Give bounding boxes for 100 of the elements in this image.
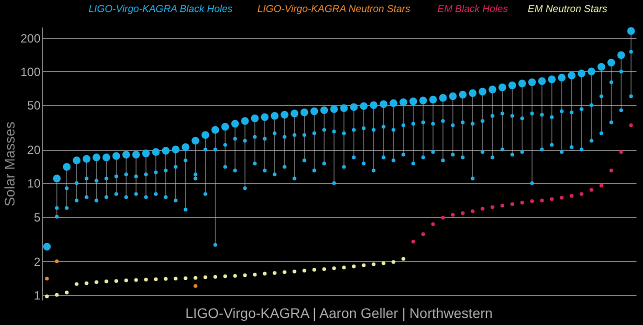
point: [164, 168, 168, 172]
point: [590, 138, 594, 143]
point: [292, 176, 296, 180]
point: [362, 162, 366, 166]
point: [599, 184, 604, 188]
point: [233, 168, 237, 172]
point: [530, 112, 534, 116]
point: [590, 103, 594, 107]
point: [458, 90, 467, 99]
point: [480, 206, 484, 211]
point: [498, 84, 506, 92]
point: [409, 97, 418, 106]
point: [470, 209, 475, 214]
point: [280, 110, 288, 119]
point: [300, 108, 308, 116]
point: [94, 280, 98, 284]
point: [260, 113, 269, 122]
point: [558, 74, 566, 82]
y-tick-label: 200: [20, 31, 41, 46]
point: [172, 146, 180, 154]
point: [332, 266, 336, 270]
point: [43, 242, 51, 251]
point: [134, 278, 138, 282]
point: [223, 143, 228, 147]
point: [310, 107, 318, 116]
point: [82, 155, 90, 163]
point: [520, 200, 524, 204]
point: [122, 150, 130, 159]
point: [64, 290, 69, 294]
point: [213, 243, 218, 247]
point: [540, 112, 544, 117]
point: [352, 264, 356, 268]
point: [617, 51, 626, 59]
point: [45, 294, 49, 298]
text: LIGO-Virgo-KAGRA Black Holes: [88, 4, 233, 15]
point: [392, 260, 396, 264]
point: [490, 114, 494, 118]
y-tick-label: 50: [27, 98, 41, 113]
point: [322, 128, 326, 132]
y-axis-title: Solar Masses: [1, 122, 18, 206]
point: [510, 202, 514, 206]
text: EM Black Holes: [437, 4, 508, 15]
y-tick-label: 100: [20, 64, 41, 79]
point: [201, 131, 210, 139]
point: [332, 130, 336, 134]
point: [72, 156, 81, 164]
point: [102, 154, 110, 162]
point: [203, 148, 208, 152]
point: [64, 206, 69, 210]
point: [550, 143, 554, 147]
point: [382, 261, 386, 266]
point: [619, 150, 624, 154]
point: [302, 158, 306, 162]
point: [429, 96, 437, 104]
point: [134, 174, 138, 178]
point: [302, 133, 306, 137]
point: [570, 110, 574, 114]
point: [252, 162, 257, 166]
point: [134, 192, 138, 196]
point: [342, 164, 346, 169]
point: [609, 80, 614, 84]
point: [144, 278, 148, 282]
point: [488, 86, 496, 94]
point: [392, 128, 396, 132]
point: [619, 108, 624, 112]
point: [480, 150, 484, 154]
point: [580, 107, 584, 111]
point: [52, 174, 61, 182]
point: [114, 279, 118, 283]
point: [590, 188, 594, 192]
point: [362, 126, 366, 130]
point: [468, 89, 477, 97]
point: [124, 172, 128, 176]
point: [538, 77, 546, 85]
text: LIGO-Virgo-KAGRA Neutron Stars: [257, 4, 410, 15]
point: [390, 99, 398, 108]
point: [182, 143, 190, 152]
point: [124, 278, 128, 282]
point: [597, 62, 606, 71]
point: [74, 198, 79, 202]
point: [213, 274, 218, 279]
point: [114, 192, 118, 196]
point: [54, 259, 59, 264]
point: [292, 133, 296, 137]
point: [330, 105, 338, 113]
point: [243, 186, 247, 190]
point: [570, 145, 574, 150]
point: [104, 176, 108, 180]
point: [223, 274, 228, 278]
point: [250, 114, 259, 122]
point: [322, 267, 326, 272]
point: [500, 148, 504, 152]
point: [382, 156, 386, 160]
y-tick-label: 2: [34, 254, 41, 269]
point: [619, 70, 624, 74]
point: [421, 120, 426, 124]
point: [124, 195, 128, 199]
point: [282, 134, 286, 139]
point: [530, 199, 534, 204]
point: [490, 156, 494, 160]
